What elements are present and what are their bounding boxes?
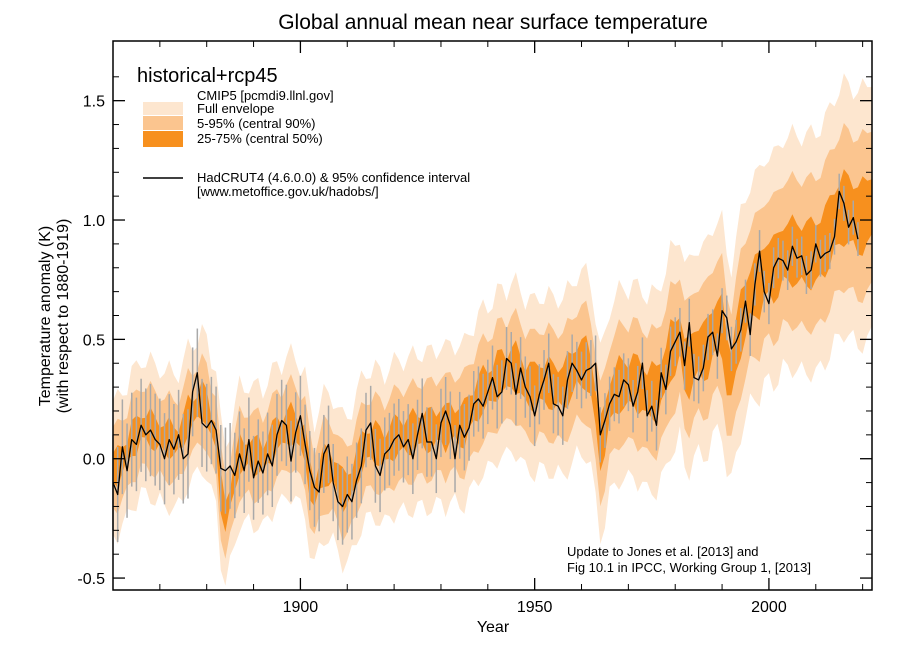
legend-obs-label: HadCRUT4 (4.6.0.0) & 95% confidence inte… [197, 170, 470, 185]
annotation-line-2: Fig 10.1 in IPCC, Working Group 1, [2013… [567, 560, 811, 575]
legend-obs-source: [www.metoffice.gov.uk/hadobs/] [197, 184, 379, 199]
y-axis-sublabel: (with respect to 1880-1919) [55, 219, 72, 414]
legend-label-5-95: 5-95% (central 90%) [197, 116, 316, 131]
legend-swatch-5-95 [143, 116, 183, 130]
y-tick-label: 0.0 [83, 452, 105, 469]
y-tick-label: 1.5 [83, 94, 105, 111]
legend-swatch-full-envelope [143, 102, 183, 115]
model-envelope-bands [113, 73, 872, 586]
legend-label-25-75: 25-75% (central 50%) [197, 131, 323, 146]
y-axis-label: Temperature anomaly (K) [37, 226, 54, 407]
chart-legend: historical+rcp45 CMIP5 [pcmdi9.llnl.gov]… [137, 65, 470, 199]
chart-axes: -0.5 0.0 0.5 1.0 1.5 1900 1950 2000 [77, 40, 873, 616]
y-tick-label: 1.0 [83, 213, 105, 230]
x-tick-label: 1950 [517, 599, 553, 616]
legend-label-full-envelope: Full envelope [197, 101, 274, 116]
legend-swatch-25-75 [143, 131, 183, 147]
annotation-line-1: Update to Jones et al. [2013] and [567, 544, 759, 559]
chart-annotation: Update to Jones et al. [2013] and Fig 10… [567, 544, 811, 575]
legend-heading: historical+rcp45 [137, 65, 278, 87]
observation-series [112, 173, 859, 545]
legend-cmip-label: CMIP5 [pcmdi9.llnl.gov] [197, 88, 334, 103]
chart-title: Global annual mean near surface temperat… [278, 11, 708, 34]
y-tick-label: 0.5 [83, 332, 105, 349]
x-tick-label: 2000 [751, 599, 787, 616]
observation-line [112, 190, 859, 508]
band-25-75 [113, 169, 872, 532]
x-axis-label: Year [477, 619, 510, 636]
y-tick-label: -0.5 [77, 571, 105, 588]
x-tick-label: 1900 [283, 599, 319, 616]
